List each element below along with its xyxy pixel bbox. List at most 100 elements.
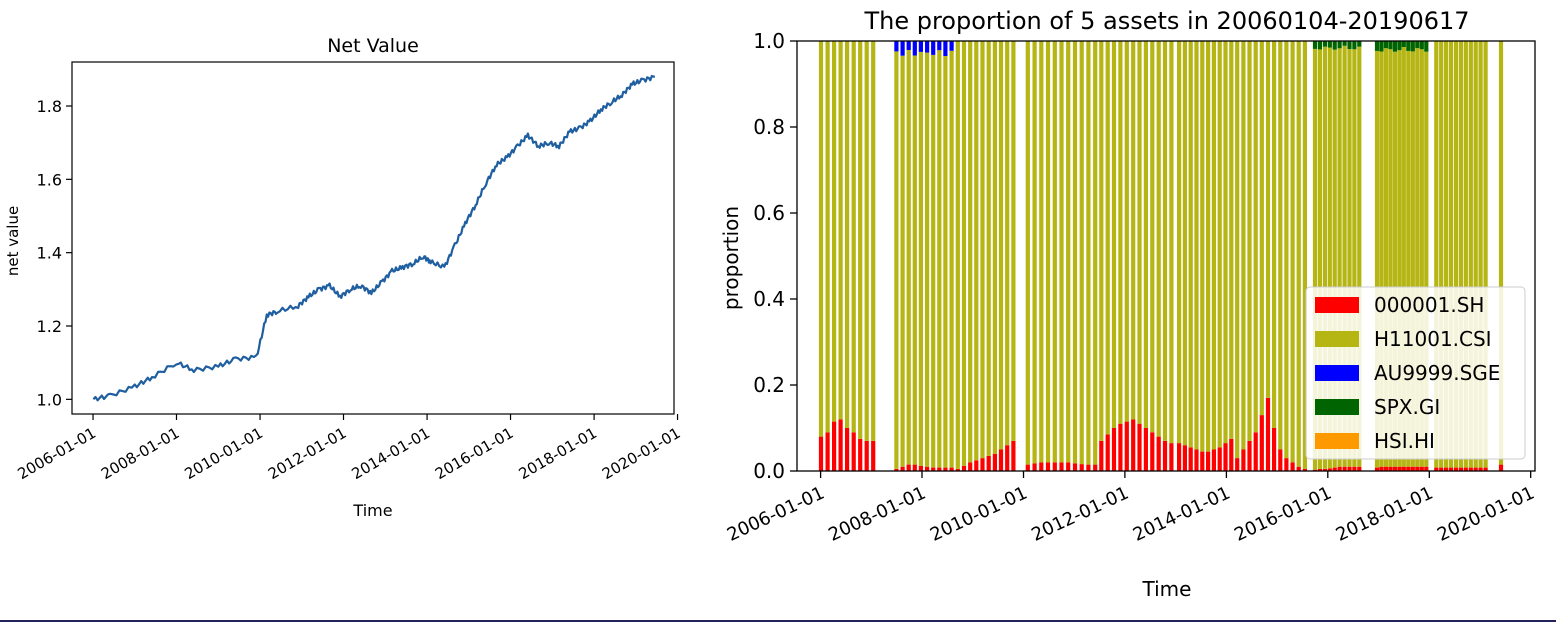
bar-segment-h11001-csi	[1302, 41, 1307, 469]
bar-segment-000001-sh	[1052, 462, 1057, 471]
bar-segment-spx-gi	[1410, 41, 1415, 52]
bar-segment-000001-sh	[1419, 466, 1424, 471]
bar-segment-h11001-csi	[1169, 41, 1174, 444]
bar-segment-spx-gi	[1357, 41, 1362, 47]
bar-segment-000001-sh	[1143, 428, 1148, 471]
x-tick-label: 2020-01-01	[599, 424, 684, 483]
bar-segment-000001-sh	[1253, 432, 1258, 471]
bar-segment-000001-sh	[1473, 467, 1478, 471]
bar-segment-h11001-csi	[1150, 41, 1155, 433]
bar-segment-h11001-csi	[1229, 41, 1234, 439]
x-tick-label: 2012-01-01	[265, 424, 350, 483]
bar-segment-h11001-csi	[1235, 41, 1240, 459]
bar-segment-000001-sh	[1498, 464, 1504, 471]
y-tick-label: 1.6	[37, 170, 62, 189]
bottom-border	[0, 620, 1556, 622]
bar-segment-000001-sh	[1039, 462, 1044, 471]
bar-segment-h11001-csi	[1397, 50, 1402, 467]
bar-segment-000001-sh	[925, 466, 930, 471]
bar-segment-h11001-csi	[998, 41, 1004, 450]
legend-label: SPX.GI	[1374, 395, 1440, 419]
bar-segment-h11001-csi	[1444, 41, 1449, 468]
bar-segment-h11001-csi	[1200, 41, 1205, 452]
bar-segment-h11001-csi	[943, 56, 948, 468]
bar-segment-000001-sh	[961, 465, 967, 471]
bar-segment-000001-sh	[1150, 432, 1155, 471]
bar-segment-h11001-csi	[1312, 48, 1318, 470]
bar-segment-spx-gi	[1379, 41, 1384, 52]
x-tick-label: 2018-01-01	[516, 424, 601, 483]
bar-segment-000001-sh	[1406, 466, 1411, 471]
bar-segment-000001-sh	[832, 421, 837, 471]
bar-segment-000001-sh	[1206, 451, 1211, 471]
bar-segment-h11001-csi	[1498, 41, 1504, 465]
bar-segment-spx-gi	[1337, 41, 1342, 49]
bar-segment-h11001-csi	[1131, 41, 1136, 420]
bar-segment-h11001-csi	[918, 51, 923, 466]
bar-segment-spx-gi	[1374, 41, 1380, 51]
bar-segment-000001-sh	[1302, 468, 1307, 471]
bar-segment-000001-sh	[1200, 451, 1205, 471]
bar-segment-au9999-sge	[900, 41, 905, 56]
bar-segment-h11001-csi	[1059, 41, 1064, 463]
bar-segment-000001-sh	[1453, 467, 1459, 471]
bar-segment-h11001-csi	[851, 41, 856, 433]
bar-segment-au9999-sge	[894, 41, 899, 52]
bar-segment-spx-gi	[1322, 41, 1327, 47]
bar-segment-h11001-csi	[1347, 49, 1352, 467]
bar-segment-000001-sh	[1137, 423, 1142, 471]
bar-segment-000001-sh	[1397, 466, 1402, 471]
bar-segment-h11001-csi	[1453, 41, 1459, 468]
bar-segment-000001-sh	[1401, 466, 1406, 471]
bar-segment-h11001-csi	[858, 41, 863, 439]
bar-segment-000001-sh	[818, 436, 824, 471]
bar-segment-h11001-csi	[1392, 51, 1397, 467]
bar-segment-000001-sh	[1111, 428, 1117, 471]
bar-segment-000001-sh	[1317, 468, 1322, 471]
bar-segment-h11001-csi	[1463, 41, 1468, 468]
bar-segment-h11001-csi	[906, 50, 911, 465]
legend-swatch	[1315, 365, 1359, 381]
y-tick-label: 1.8	[37, 97, 62, 116]
x-tick-label: 2010-01-01	[182, 424, 267, 483]
bar-segment-000001-sh	[906, 464, 911, 471]
bar-segment-000001-sh	[1265, 397, 1271, 471]
proportion-plot-frame	[796, 40, 1536, 472]
y-tick-label: 1.2	[37, 317, 62, 336]
bar-segment-000001-sh	[1169, 443, 1174, 471]
bar-segment-000001-sh	[1229, 438, 1234, 472]
bar-segment-h11001-csi	[1177, 41, 1182, 444]
bar-segment-h11001-csi	[1374, 50, 1380, 468]
bar-segment-000001-sh	[1247, 440, 1252, 471]
bar-segment-h11001-csi	[1379, 51, 1384, 467]
bar-segment-h11001-csi	[1415, 48, 1420, 467]
bar-segment-000001-sh	[937, 467, 942, 471]
bar-segment-h11001-csi	[1410, 51, 1415, 467]
bar-segment-000001-sh	[1278, 449, 1283, 471]
net-value-ylabel: net value	[4, 206, 22, 276]
bar-segment-h11001-csi	[937, 50, 942, 468]
bar-segment-000001-sh	[1099, 440, 1104, 471]
bar-segment-h11001-csi	[1217, 41, 1222, 448]
bar-segment-h11001-csi	[1253, 41, 1258, 433]
bar-segment-h11001-csi	[1025, 41, 1030, 465]
x-tick-label: 2008-01-01	[98, 424, 183, 483]
bar-segment-h11001-csi	[1223, 41, 1228, 444]
bar-segment-h11001-csi	[818, 41, 824, 437]
net-value-line	[92, 74, 655, 402]
bar-segment-h11001-csi	[986, 41, 991, 456]
bar-segment-h11001-csi	[1156, 41, 1161, 437]
legend: 000001.SH H11001.CSI AU9999.SGE SPX.GI HSI.H…	[1305, 286, 1526, 460]
x-tick-label: 2020-01-01	[1434, 482, 1538, 545]
bar-segment-h11001-csi	[1406, 50, 1411, 467]
bar-segment-h11001-csi	[1111, 41, 1117, 428]
proportion-bars	[818, 41, 1504, 472]
bar-segment-h11001-csi	[1342, 45, 1347, 467]
bar-segment-h11001-csi	[980, 41, 985, 459]
bar-segment-000001-sh	[931, 467, 936, 471]
bar-segment-h11001-csi	[1099, 41, 1104, 441]
bar-segment-000001-sh	[1332, 467, 1337, 471]
bar-segment-000001-sh	[1072, 463, 1078, 471]
bar-segment-h11001-csi	[1039, 41, 1044, 463]
bar-segment-000001-sh	[918, 465, 923, 471]
